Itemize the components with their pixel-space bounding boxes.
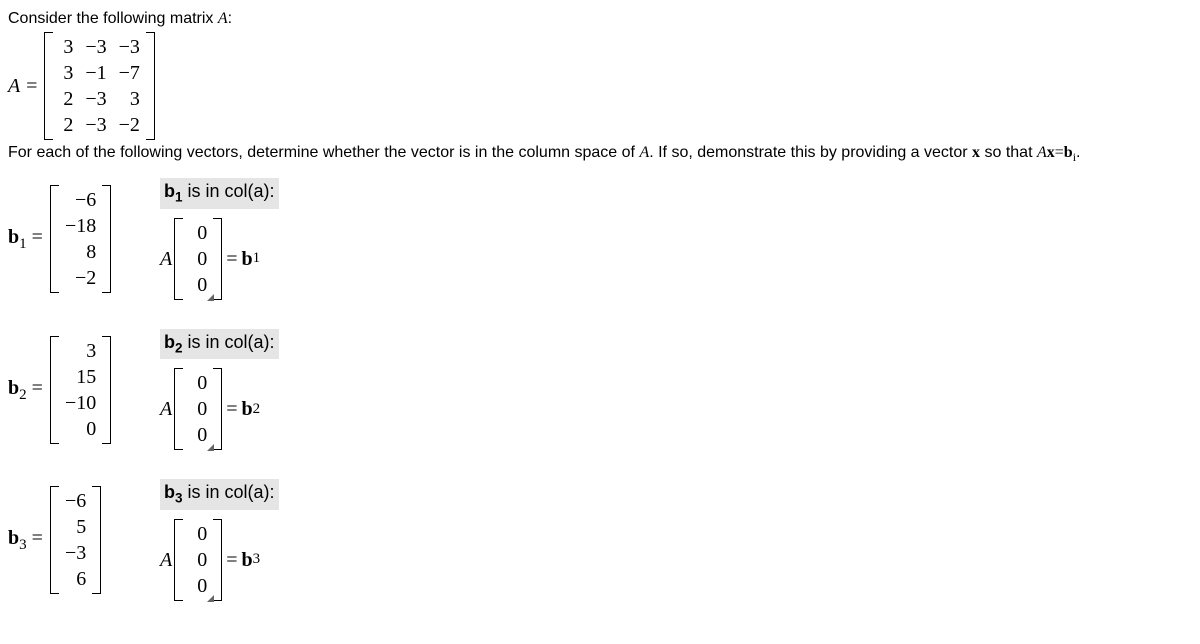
b3-vector: −6 5 −3 6 [50,486,101,594]
var-A: A [218,10,228,27]
b1-header[interactable]: b1 is in col(a): [160,178,279,208]
intro-line-1: Consider the following matrix A: [8,8,1192,30]
problem-row: b3 = −6 5 −3 6 b3 is in col(a): A [8,479,1192,603]
b1-vector: −6 −18 8 −2 [50,185,111,293]
b1-answer-equation: A 0 0 0 = b1 [160,218,279,300]
b2-x-input[interactable]: 0 0 0 [174,368,222,450]
problem-row: b2 = 3 15 −10 0 b2 is in col(a): A [8,329,1192,453]
b2-header[interactable]: b2 is in col(a): [160,329,279,359]
A-equals-label: A = [8,72,38,100]
intro-text: Consider the following matrix [8,10,218,27]
b3-answer-equation: A 0 0 0 = b3 [160,519,279,601]
problem-row: b1 = −6 −18 8 −2 b1 is in col(a): A [8,178,1192,302]
b3-x-input[interactable]: 0 0 0 [174,519,222,601]
intro-line-2: For each of the following vectors, deter… [8,142,1192,166]
matrix-A: 3 3 2 2 −3 −1 −3 −3 −3 −7 3 −2 [44,32,155,140]
intro-suffix: : [228,10,232,27]
b3-definition: b3 = −6 5 −3 6 [8,486,156,594]
matrix-A-definition: A = 3 3 2 2 −3 −1 −3 −3 −3 −7 3 −2 [8,32,1192,140]
b2-answer-equation: A 0 0 0 = b2 [160,368,279,450]
b1-x-input[interactable]: 0 0 0 [174,218,222,300]
b2-vector: 3 15 −10 0 [50,336,111,444]
problems-list: b1 = −6 −18 8 −2 b1 is in col(a): A [8,178,1192,603]
b2-definition: b2 = 3 15 −10 0 [8,336,156,444]
b1-definition: b1 = −6 −18 8 −2 [8,185,156,293]
b3-header[interactable]: b3 is in col(a): [160,479,279,509]
